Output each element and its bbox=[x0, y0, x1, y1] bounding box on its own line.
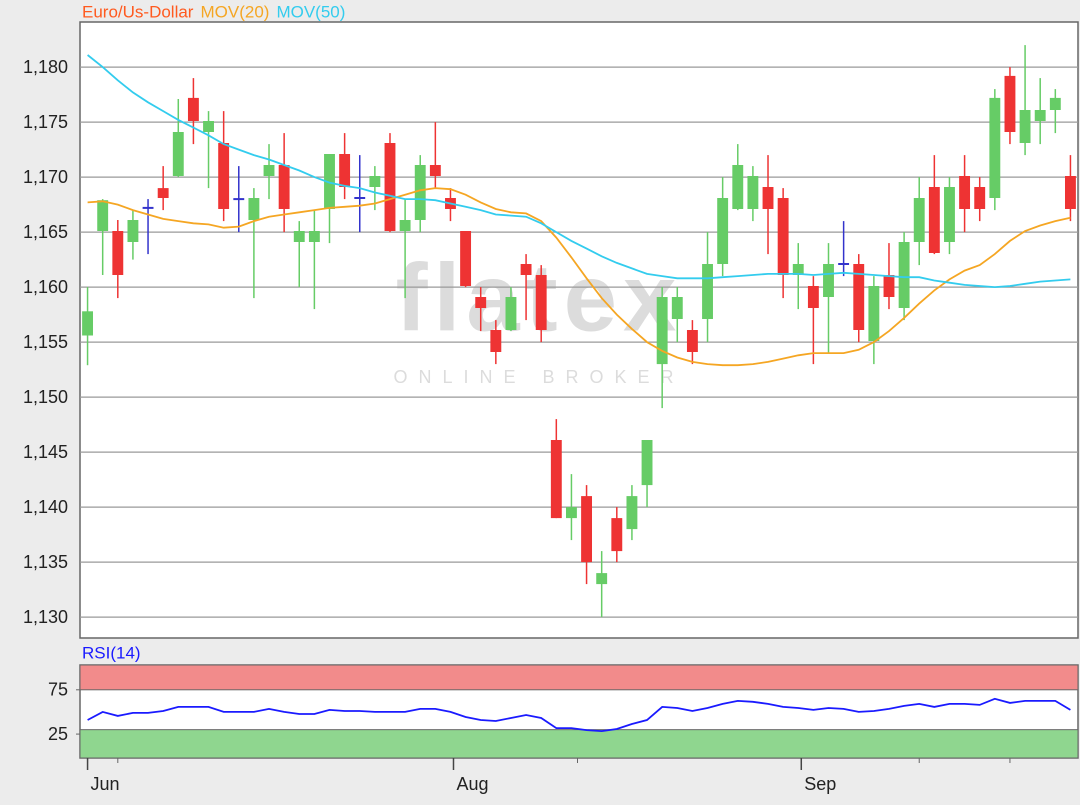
candle-body bbox=[565, 507, 577, 519]
candle-body bbox=[868, 286, 880, 341]
price-panel bbox=[79, 21, 1079, 639]
candle-body bbox=[913, 198, 925, 242]
candle-body bbox=[792, 264, 804, 275]
rsi-band bbox=[79, 729, 1079, 759]
x-tick-label: Sep bbox=[804, 774, 836, 794]
candle-body bbox=[944, 187, 955, 242]
candle-body bbox=[626, 496, 638, 530]
candle-body bbox=[1004, 75, 1016, 132]
y-tick-label: 1,170 bbox=[23, 167, 68, 187]
y-tick-label: 1,165 bbox=[23, 222, 68, 242]
candle-body bbox=[97, 200, 109, 231]
candle-body bbox=[807, 286, 819, 308]
y-tick-label: 1,180 bbox=[23, 57, 68, 77]
candle-body bbox=[1034, 110, 1046, 121]
candle-body bbox=[429, 165, 441, 176]
candle-body bbox=[187, 97, 199, 121]
y-tick-label: 1,130 bbox=[23, 607, 68, 627]
candle-body bbox=[853, 264, 865, 330]
candle-body bbox=[278, 165, 290, 209]
candle-body bbox=[157, 188, 169, 198]
candle-body bbox=[248, 198, 260, 220]
candle-body bbox=[475, 297, 487, 308]
candle-body bbox=[490, 330, 502, 352]
candle-body bbox=[656, 297, 668, 365]
candle-body bbox=[414, 165, 426, 220]
candle-body bbox=[82, 311, 94, 336]
legend-entry: MOV(20) bbox=[200, 2, 269, 21]
candle-body bbox=[747, 176, 759, 209]
candle-body bbox=[263, 165, 275, 176]
candle-body bbox=[1019, 110, 1031, 143]
candle-body bbox=[596, 573, 608, 585]
legend-entry: MOV(50) bbox=[276, 2, 345, 21]
y-tick-label: 1,175 bbox=[23, 112, 68, 132]
y-tick-label: 1,145 bbox=[23, 442, 68, 462]
legend-entry: Euro/Us-Dollar bbox=[82, 2, 194, 21]
rsi-band bbox=[79, 664, 1079, 691]
candle-body bbox=[218, 143, 230, 209]
y-tick-label: 1,160 bbox=[23, 277, 68, 297]
y-tick-label: 25 bbox=[48, 724, 68, 744]
candle-body bbox=[384, 143, 396, 231]
candle-body bbox=[308, 231, 320, 242]
candle-body bbox=[928, 187, 940, 253]
candle-body bbox=[641, 440, 653, 486]
y-tick-label: 1,155 bbox=[23, 332, 68, 352]
candle-body bbox=[702, 264, 713, 319]
candle-body bbox=[172, 132, 184, 176]
y-tick-label: 1,150 bbox=[23, 387, 68, 407]
candle-body bbox=[717, 198, 729, 264]
candle-body bbox=[127, 220, 139, 242]
candle-body bbox=[611, 518, 623, 552]
candle-body bbox=[898, 242, 910, 308]
candle-body bbox=[203, 121, 214, 132]
candle-body bbox=[974, 187, 986, 209]
candle-body bbox=[460, 231, 472, 286]
candle-body bbox=[777, 198, 789, 275]
candle-body bbox=[959, 176, 971, 209]
candle-body bbox=[671, 297, 683, 319]
candle-body bbox=[989, 97, 1001, 198]
y-tick-label: 75 bbox=[48, 680, 68, 700]
legend: Euro/Us-Dollar MOV(20) MOV(50) RSI(14) bbox=[82, 2, 345, 662]
candle-body bbox=[1049, 97, 1061, 110]
candle-body bbox=[883, 275, 895, 297]
x-tick-label: Aug bbox=[456, 774, 488, 794]
candle-body bbox=[581, 496, 593, 563]
x-tick-label: Jun bbox=[91, 774, 120, 794]
candle-body bbox=[520, 264, 532, 275]
series-line bbox=[87, 54, 1071, 289]
candle-body bbox=[535, 275, 547, 330]
candle-body bbox=[369, 176, 381, 187]
legend-entry: RSI(14) bbox=[82, 643, 141, 662]
candle-body bbox=[399, 220, 411, 231]
y-tick-label: 1,135 bbox=[23, 552, 68, 572]
candle-body bbox=[762, 187, 774, 209]
watermark-tagline: ONLINE BROKER bbox=[393, 367, 684, 387]
candle-body bbox=[823, 264, 834, 297]
series-line bbox=[87, 697, 1071, 733]
candle-body bbox=[339, 154, 351, 187]
candle-body bbox=[293, 231, 305, 242]
candle-body bbox=[732, 165, 744, 209]
y-tick-label: 1,140 bbox=[23, 497, 68, 517]
candle-body bbox=[550, 440, 562, 519]
candle-body bbox=[1064, 176, 1076, 209]
candle-body bbox=[112, 231, 124, 275]
candle-body bbox=[686, 330, 698, 352]
candle-body bbox=[505, 297, 517, 330]
candle-body bbox=[324, 154, 335, 209]
series-line bbox=[87, 187, 1071, 367]
